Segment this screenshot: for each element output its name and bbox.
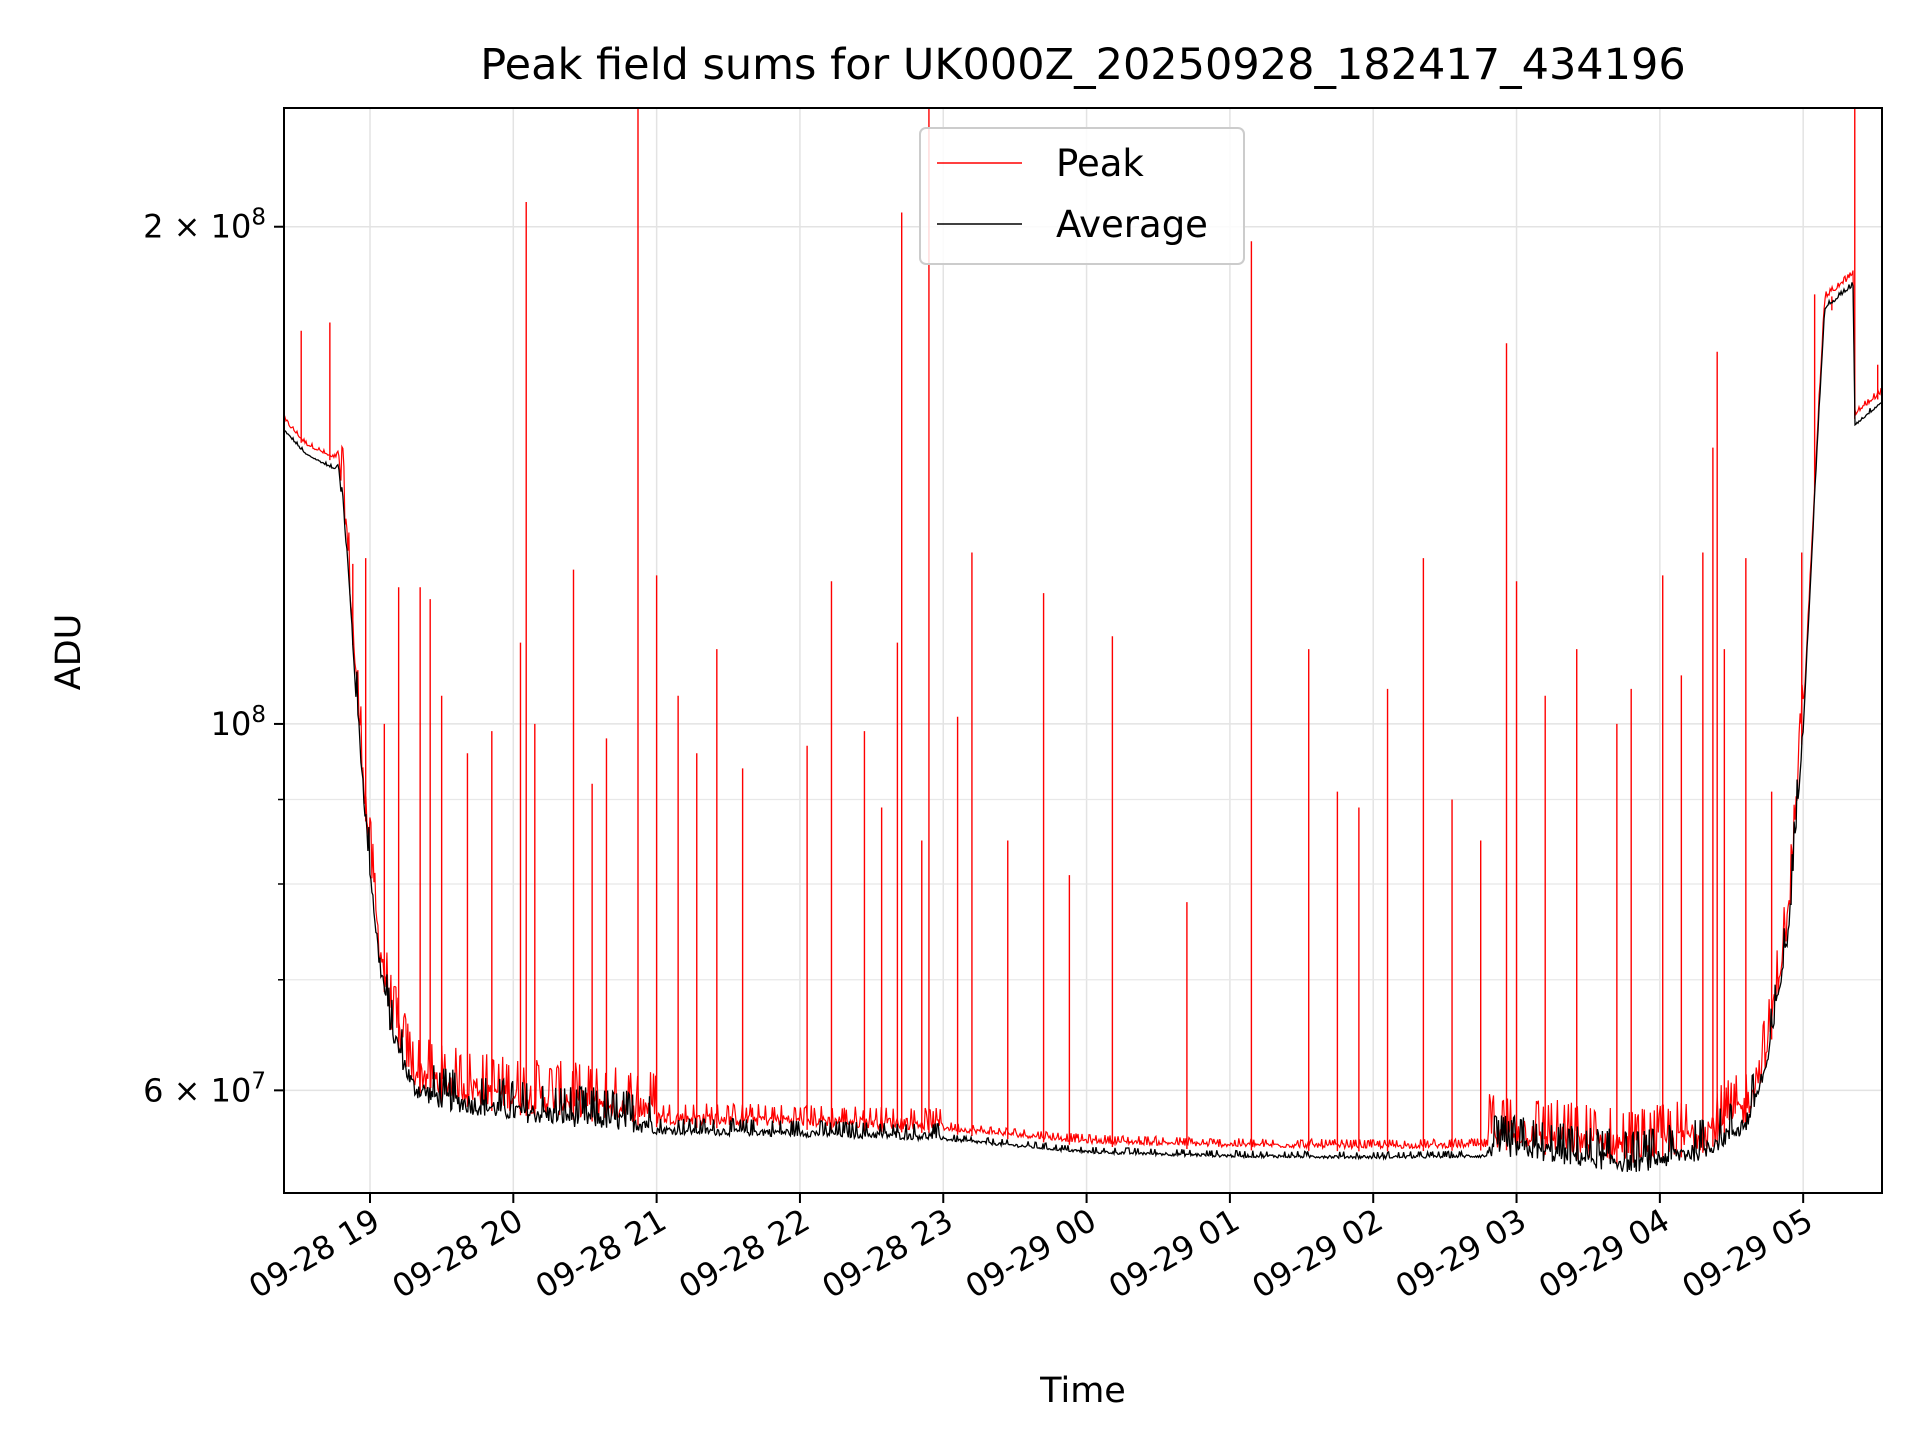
plot-frame — [283, 107, 1883, 1194]
x-axis-label: Time — [1039, 1371, 1126, 1411]
y-axis-label: ADU — [49, 614, 89, 691]
legend-box — [919, 127, 1245, 265]
legend-label-peak: Peak — [1056, 142, 1144, 185]
series-layer — [283, 108, 1883, 1172]
legend: Peak Average — [919, 127, 1245, 265]
chart-title: Peak field sums for UK000Z_20250928_1824… — [480, 40, 1686, 90]
y-tick-label: 2 × 108 — [143, 205, 266, 246]
average-series-line — [283, 282, 1883, 1172]
y-tick-label: 6 × 107 — [143, 1068, 266, 1109]
legend-label-average: Average — [1056, 203, 1208, 246]
peak-series-line — [283, 270, 1883, 1163]
